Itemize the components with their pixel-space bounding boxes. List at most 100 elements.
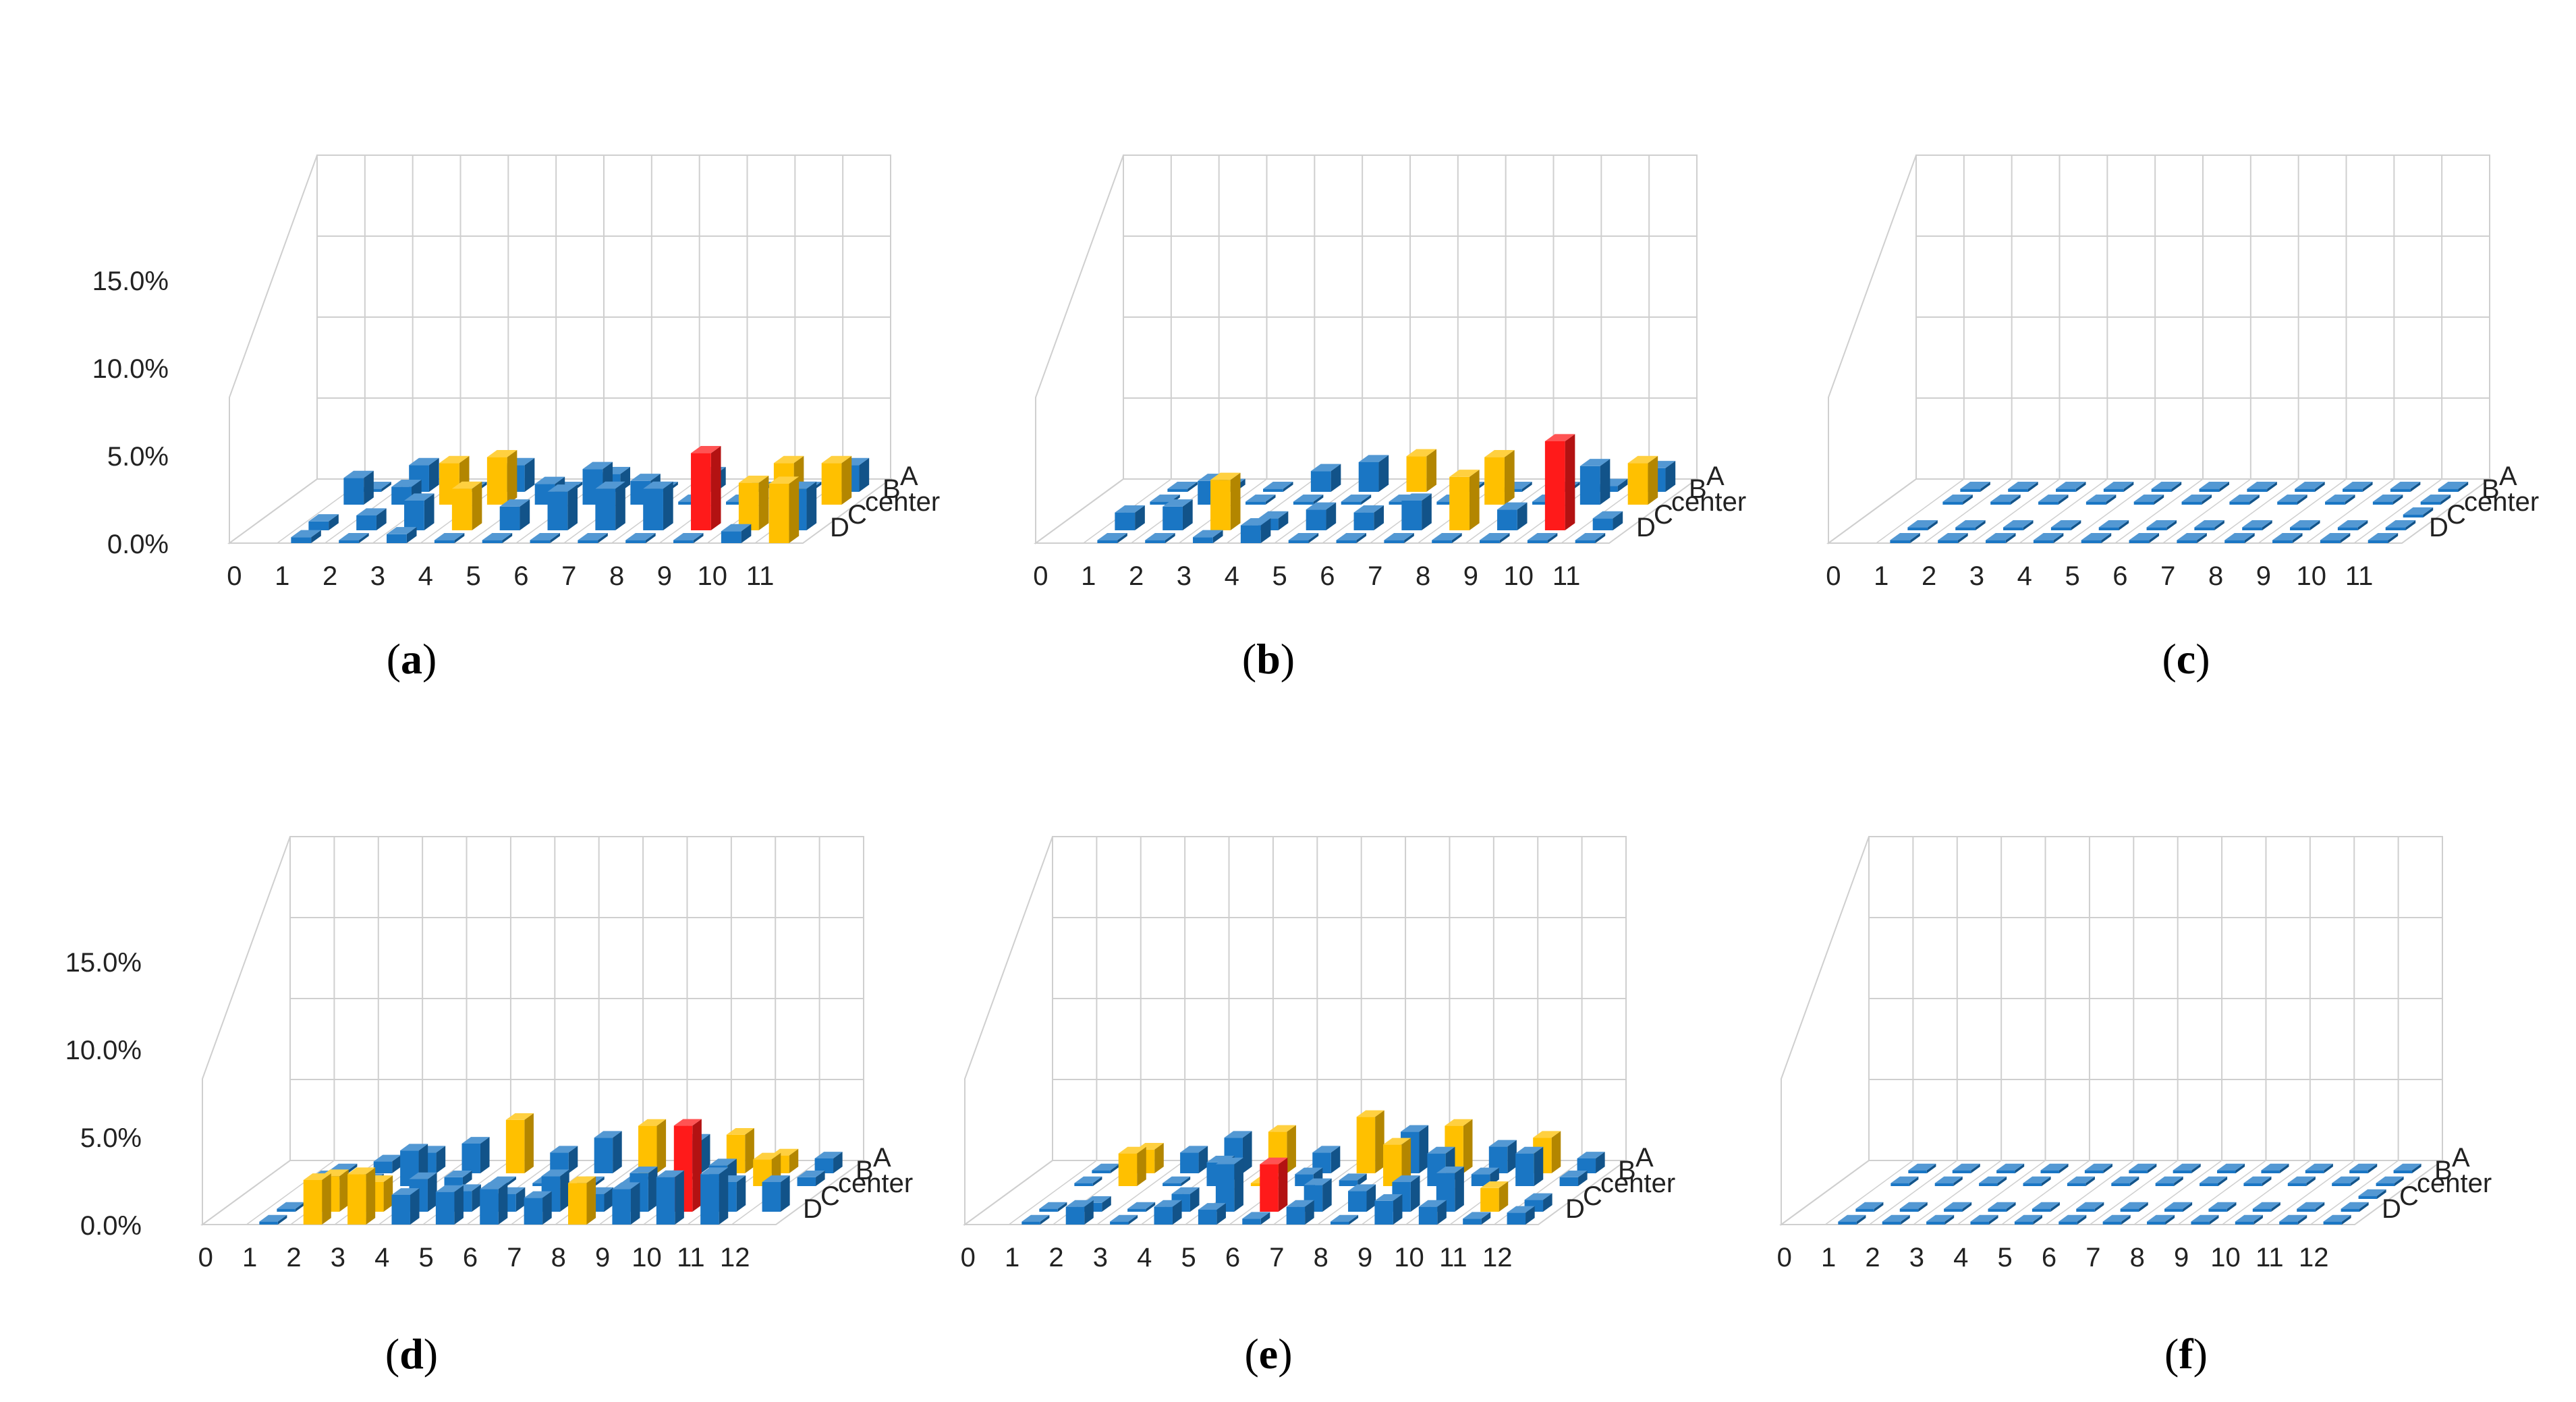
- bar-side: [1455, 1166, 1464, 1212]
- bar-top: [308, 514, 339, 522]
- bar-top: [1970, 1214, 1998, 1222]
- bar-d-D-5: [435, 1185, 464, 1225]
- bar-front: [2385, 527, 2406, 530]
- bar-side: [1278, 1157, 1288, 1212]
- bar-side: [2309, 520, 2320, 530]
- bar-top: [2290, 520, 2320, 528]
- x-tick-label: 2: [1048, 1243, 1063, 1272]
- bar-front: [2224, 540, 2245, 543]
- bar-front: [2191, 1221, 2210, 1225]
- x-tick-label: 6: [1320, 561, 1335, 591]
- bar-front: [2208, 1208, 2227, 1212]
- bar-top: [1899, 1202, 1928, 1209]
- caption-b: (b): [1241, 635, 1295, 683]
- bar-front: [821, 463, 842, 505]
- bar-b-B-10: [1579, 459, 1611, 505]
- bars-d: [259, 1113, 843, 1225]
- bar-top: [259, 1214, 287, 1222]
- x-tick-label: 2: [1129, 561, 1144, 591]
- bar-front: [2372, 501, 2393, 505]
- bar-front: [1039, 1208, 1058, 1212]
- bar-b-C-1: [1115, 505, 1145, 530]
- bar-top: [303, 1173, 331, 1180]
- bar-top: [2147, 1214, 2175, 1222]
- bar-b-B-4: [1293, 494, 1324, 505]
- bar-f-B-9: [2243, 1176, 2272, 1186]
- bar-front: [373, 1161, 393, 1173]
- bar-top: [1480, 1181, 1509, 1188]
- bar-side: [2262, 1176, 2272, 1186]
- x-tick-label: 7: [507, 1243, 522, 1272]
- bar-side: [1437, 1200, 1447, 1225]
- bar-side: [758, 475, 769, 530]
- bar-top: [480, 1182, 508, 1189]
- bar-front: [2194, 527, 2215, 530]
- bar-front: [1507, 1212, 1526, 1225]
- row-label: A: [1706, 461, 1725, 491]
- bar-top: [400, 1144, 428, 1151]
- bar-top: [2224, 532, 2255, 540]
- bar-side: [710, 445, 721, 530]
- bar-top: [451, 481, 482, 489]
- bar-d-A-8: [638, 1119, 667, 1173]
- bar-side: [347, 1163, 358, 1173]
- bar-f-A-7: [2173, 1163, 2201, 1173]
- bar-side: [1481, 1212, 1491, 1225]
- y-tick-label: 15.0%: [65, 948, 142, 978]
- bar-side: [1331, 464, 1341, 492]
- bar-front: [2155, 1183, 2175, 1186]
- bar-f-C-4: [1988, 1202, 2016, 1212]
- bar-top: [2199, 481, 2230, 489]
- bar-a-C-6: [547, 484, 578, 530]
- bar-a-D-3: [387, 527, 417, 543]
- row-label: D: [1565, 1194, 1585, 1224]
- bar-top: [1432, 532, 1462, 540]
- bar-c-B-2: [1990, 494, 2021, 505]
- bar-front: [347, 1174, 366, 1225]
- bar-b-B-3: [1245, 494, 1276, 505]
- bar-a-D-11: [768, 476, 800, 543]
- bar-top: [2337, 520, 2368, 528]
- bar-side: [1499, 1181, 1509, 1212]
- bar-side: [2202, 494, 2212, 505]
- x-tick-label: 1: [1821, 1243, 1836, 1272]
- bar-front: [2235, 1221, 2254, 1225]
- bar-top: [2059, 1214, 2087, 1222]
- bar-top: [2252, 1202, 2280, 1209]
- bar-f-B-8: [2200, 1176, 2228, 1186]
- bar-f-D-6: [2059, 1214, 2087, 1225]
- bar-front: [1970, 1221, 1989, 1225]
- bar-front: [277, 1208, 296, 1212]
- bar-side: [613, 1131, 622, 1173]
- bar-front: [1374, 1200, 1393, 1225]
- bar-top: [1118, 1146, 1146, 1154]
- floor-f: [1779, 1160, 2445, 1225]
- bar-f-C-9: [2208, 1202, 2237, 1212]
- bar-front: [797, 1177, 816, 1186]
- side-wall-d: [202, 836, 291, 1226]
- bar-f-A-4: [2040, 1163, 2069, 1173]
- bar-top: [2349, 1163, 2378, 1171]
- bar-b-C-2: [1163, 499, 1193, 530]
- bar-front: [1021, 1221, 1040, 1225]
- bar-side: [1404, 532, 1414, 543]
- bar-top: [1115, 505, 1145, 513]
- bar-top: [821, 455, 852, 464]
- bar-top: [1507, 1206, 1535, 1213]
- bar-top: [2033, 532, 2064, 540]
- floor-line: [2162, 478, 2251, 544]
- bar-top: [1577, 1152, 1605, 1158]
- x-tick-label: 10: [632, 1243, 662, 1272]
- bar-side: [2249, 494, 2260, 505]
- bar-front: [1401, 501, 1422, 530]
- bar-e-A-10: [1488, 1140, 1517, 1173]
- bar-top: [387, 527, 417, 534]
- caption-a: (a): [386, 635, 437, 683]
- bar-d-A-6: [550, 1146, 578, 1173]
- floor-line: [2045, 1160, 2134, 1225]
- bar-side: [1665, 461, 1676, 492]
- bar-side: [1189, 1187, 1200, 1212]
- bar-side: [1988, 1214, 1998, 1225]
